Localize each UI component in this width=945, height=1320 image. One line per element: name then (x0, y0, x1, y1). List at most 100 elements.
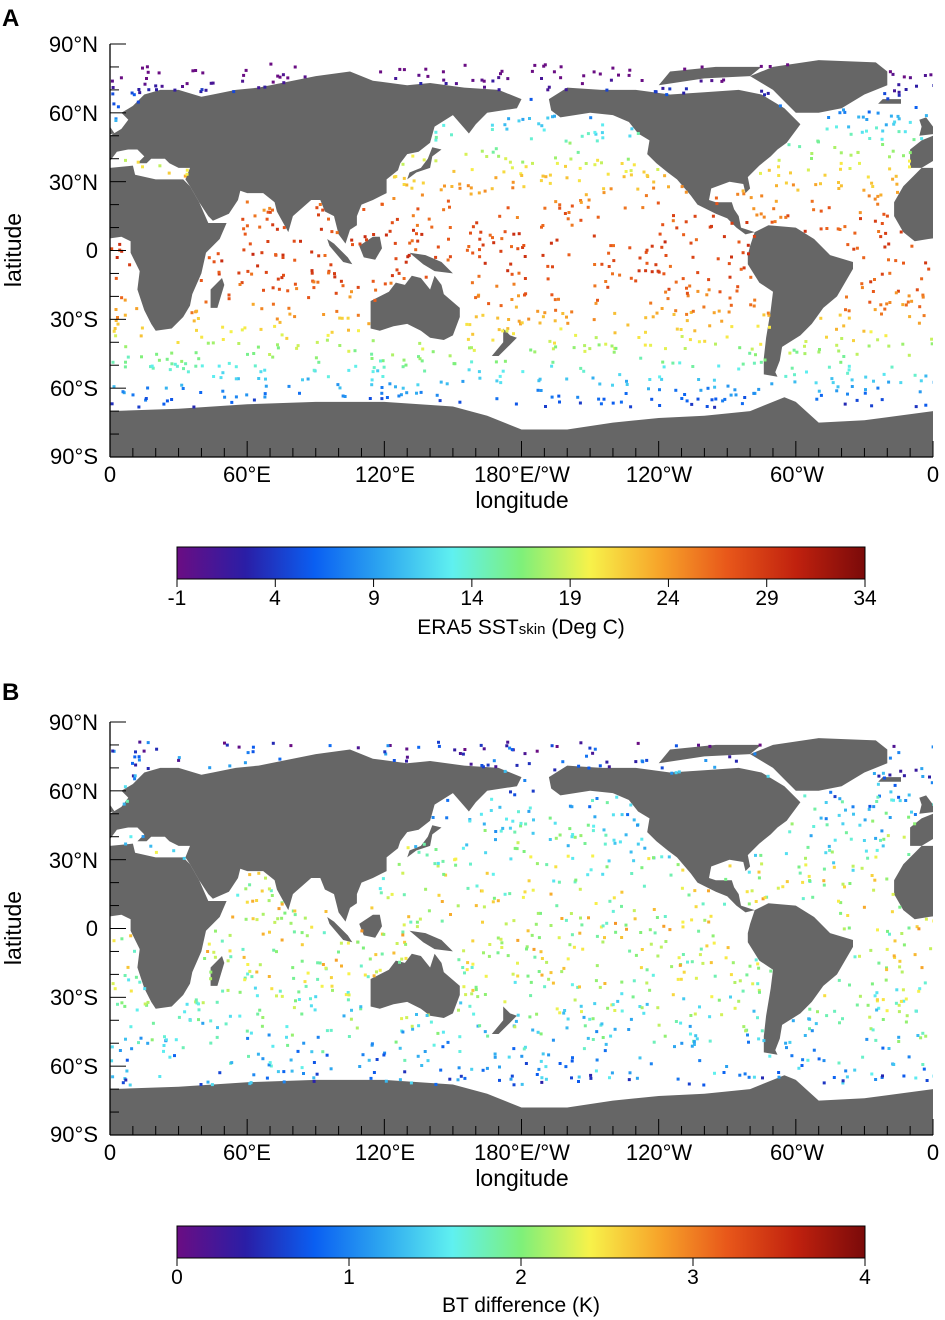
observation-point (883, 776, 886, 780)
observation-point (784, 852, 788, 856)
observation-point (591, 1017, 595, 1021)
observation-point (819, 316, 823, 320)
observation-point (588, 805, 592, 809)
observation-point (680, 1041, 684, 1045)
observation-point (932, 84, 933, 87)
observation-point (320, 984, 324, 988)
observation-point (297, 990, 301, 994)
observation-point (880, 222, 884, 225)
observation-point (114, 119, 118, 122)
axes (109, 43, 934, 458)
observation-point (814, 381, 818, 385)
observation-point (639, 356, 643, 360)
observation-point (884, 334, 888, 338)
observation-point (749, 196, 753, 200)
observation-point (380, 386, 384, 389)
observation-point (880, 312, 883, 316)
observation-point (262, 288, 265, 292)
observation-point (907, 853, 911, 856)
observation-point (547, 85, 551, 89)
observation-point (420, 359, 424, 363)
observation-point (481, 1068, 485, 1072)
observation-point (402, 893, 406, 897)
observation-point (111, 982, 115, 986)
observation-point (632, 859, 636, 863)
observation-point (359, 1007, 363, 1011)
observation-point (316, 280, 320, 284)
observation-point (888, 773, 892, 777)
observation-point (150, 1038, 154, 1042)
observation-point (813, 807, 817, 811)
observation-point (560, 917, 564, 920)
observation-point (526, 929, 530, 933)
observation-point (729, 393, 733, 397)
observation-point (693, 1012, 697, 1016)
observation-point (680, 185, 684, 189)
observation-point (535, 1012, 539, 1016)
observation-point (287, 306, 291, 310)
observation-point (362, 208, 366, 211)
observation-point (568, 827, 572, 831)
observation-point (920, 137, 924, 141)
observation-point (446, 258, 450, 262)
observation-point (564, 164, 567, 168)
observation-point (551, 981, 555, 985)
observation-point (865, 118, 869, 121)
observation-point (745, 890, 749, 894)
observation-point (505, 817, 508, 821)
observation-point (569, 912, 573, 915)
observation-point (561, 312, 565, 315)
observation-point (752, 1009, 756, 1013)
observation-point (347, 1035, 351, 1038)
observation-point (500, 946, 504, 949)
panel-b: B 0 60°E 120°E 180°E/°W 120°W 60°W 0 90°… (0, 679, 939, 1317)
observation-point (441, 1045, 445, 1049)
observation-point (837, 899, 840, 903)
observation-point (185, 1002, 189, 1006)
observation-point (832, 1076, 836, 1079)
observation-point (513, 980, 517, 984)
observation-point (647, 387, 650, 391)
observation-point (190, 311, 194, 315)
observation-point (558, 206, 562, 210)
observation-point (485, 1066, 489, 1070)
observation-point (134, 750, 137, 754)
observation-point (713, 1071, 716, 1075)
observation-point (579, 218, 583, 222)
observation-point (257, 86, 261, 90)
observation-point (624, 170, 628, 173)
observation-point (566, 217, 570, 221)
observation-point (471, 225, 475, 229)
observation-point (699, 388, 703, 392)
observation-point (241, 947, 245, 951)
observation-point (898, 799, 902, 803)
observation-point (861, 115, 865, 119)
observation-point (705, 944, 709, 948)
observation-point (888, 756, 892, 760)
observation-point (146, 386, 150, 390)
observation-point (570, 933, 574, 937)
observation-point (218, 1071, 222, 1075)
observation-point (562, 966, 566, 970)
observation-point (420, 193, 424, 197)
observation-point (343, 395, 347, 398)
observation-point (876, 782, 880, 786)
observation-point (476, 995, 480, 999)
observation-point (693, 889, 697, 893)
observation-point (337, 950, 340, 954)
observation-point (874, 1038, 878, 1042)
observation-point (143, 1002, 147, 1006)
observation-point (478, 376, 482, 380)
observation-point (645, 758, 649, 762)
observation-point (741, 251, 745, 255)
land-mass (110, 126, 115, 135)
observation-point (642, 884, 646, 888)
observation-point (642, 170, 646, 174)
observation-point (529, 348, 533, 352)
observation-point (492, 241, 496, 245)
observation-point (699, 947, 703, 951)
observation-point (471, 962, 475, 966)
observation-point (812, 208, 816, 212)
observation-point (181, 387, 185, 390)
observation-point (852, 247, 856, 251)
